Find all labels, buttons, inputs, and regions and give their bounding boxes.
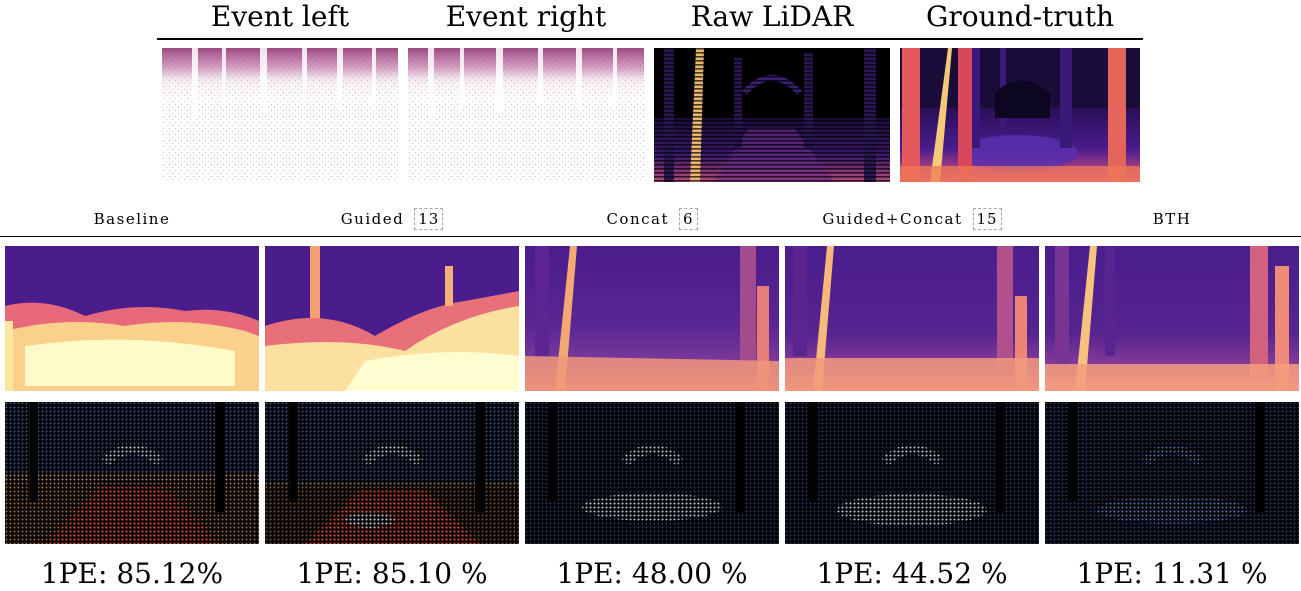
error-map-concat (525, 402, 779, 544)
raw-lidar-image (654, 48, 890, 182)
title-ground-truth: Ground-truth (925, 0, 1114, 33)
method-label-baseline: Baseline (5, 206, 259, 232)
prediction-baseline (5, 246, 259, 391)
metric-concat: 1PE: 48.00 % (556, 557, 748, 590)
prediction-bth (1045, 246, 1299, 391)
citation-ref[interactable]: 13 (414, 208, 444, 230)
title-event-left: Event left (210, 0, 350, 33)
citation-ref[interactable]: 6 (679, 208, 698, 230)
error-map-bth (1045, 402, 1299, 544)
title-raw-lidar: Raw LiDAR (690, 0, 854, 33)
error-map-guided (265, 402, 519, 544)
event-right-image (408, 48, 644, 182)
method-label-concat: Concat 6 (525, 206, 779, 232)
prediction-guided (265, 246, 519, 391)
event-left-image (162, 48, 398, 182)
top-header-rule (157, 38, 1143, 40)
method-name: Concat (606, 210, 669, 228)
metric-baseline: 1PE: 85.12% (40, 557, 224, 590)
method-name: Guided+Concat (822, 210, 963, 228)
prediction-concat (525, 246, 779, 391)
method-label-bth: BTH (1045, 206, 1299, 232)
metric-guided-concat: 1PE: 44.52 % (816, 557, 1008, 590)
method-label-guided-concat: Guided+Concat 15 (785, 206, 1039, 232)
prediction-guided-concat (785, 246, 1039, 391)
error-map-guided-concat (785, 402, 1039, 544)
title-event-right: Event right (445, 0, 607, 33)
method-name: Guided (340, 210, 405, 228)
citation-ref[interactable]: 15 (972, 208, 1002, 230)
metric-bth: 1PE: 11.31 % (1076, 557, 1268, 590)
method-name: BTH (1152, 210, 1192, 228)
ground-truth-image (900, 48, 1140, 182)
metric-guided: 1PE: 85.10 % (296, 557, 488, 590)
method-header-rule (0, 236, 1301, 237)
method-name: Baseline (93, 210, 171, 228)
method-label-guided: Guided 13 (265, 206, 519, 232)
error-map-baseline (5, 402, 259, 544)
